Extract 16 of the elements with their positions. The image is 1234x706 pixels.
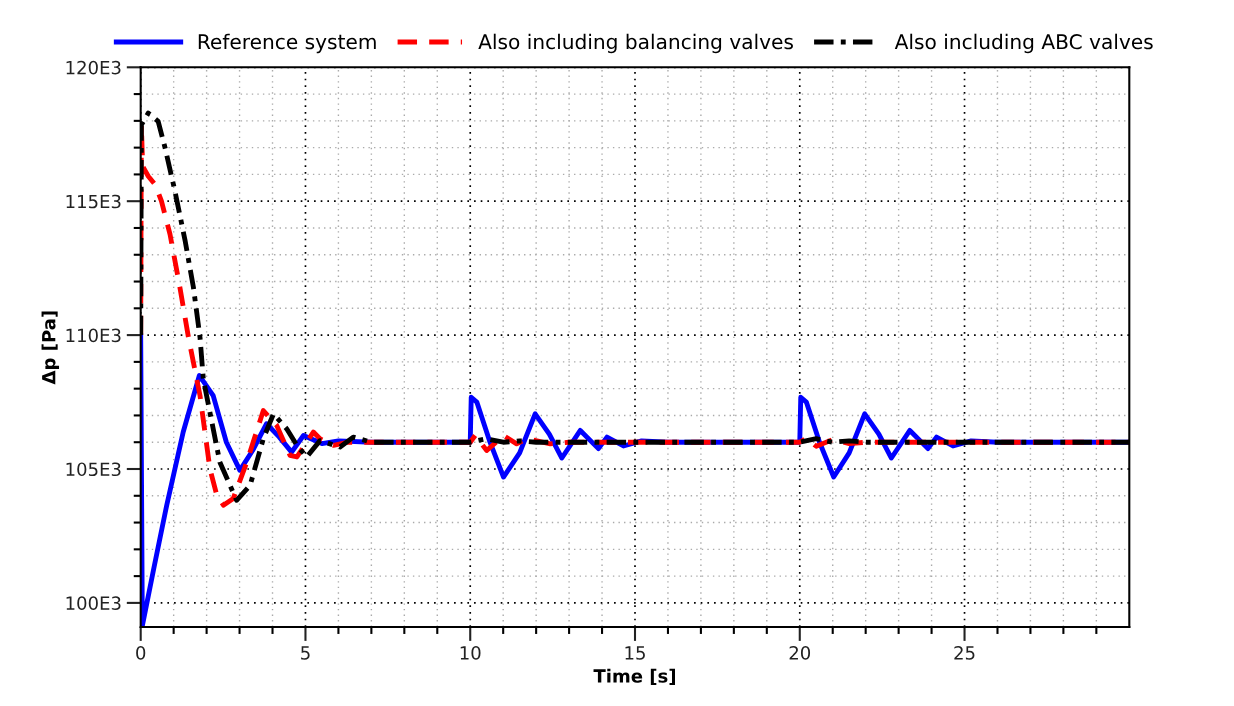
y-axis-title: Δp [Pa] [41,311,60,385]
x-tick-label: 25 [954,646,975,660]
legend-label: Reference system [198,33,376,54]
x-tick-label: 15 [625,646,645,660]
y-tick-label: 120E3 [66,60,121,75]
y-tick-label: 100E3 [66,596,121,611]
legend-label: Also including balancing valves [478,33,793,54]
y-tick-label: 110E3 [66,328,121,343]
x-axis-title: Time [s] [593,668,675,685]
x-tick-label: 10 [460,646,481,660]
y-tick-label: 115E3 [66,194,121,209]
y-tick-label: 105E3 [66,462,121,477]
legend-label: Also including ABC valves [894,33,1153,54]
x-tick-label: 5 [301,646,310,660]
x-tick-label: 20 [789,646,811,660]
x-tick-label: 0 [136,646,146,660]
